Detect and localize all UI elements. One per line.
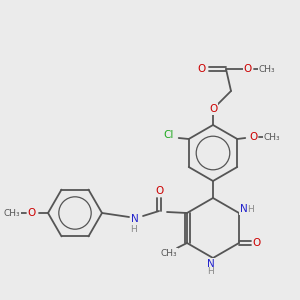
Text: O: O bbox=[198, 64, 206, 74]
Text: CH₃: CH₃ bbox=[4, 208, 20, 217]
Text: CH₃: CH₃ bbox=[161, 248, 177, 257]
Text: CH₃: CH₃ bbox=[259, 64, 275, 74]
Text: O: O bbox=[244, 64, 252, 74]
Text: N: N bbox=[131, 214, 139, 224]
Text: N: N bbox=[207, 259, 215, 269]
Text: O: O bbox=[155, 186, 163, 196]
Text: O: O bbox=[249, 132, 257, 142]
Text: H: H bbox=[248, 206, 254, 214]
Text: CH₃: CH₃ bbox=[264, 133, 280, 142]
Text: O: O bbox=[209, 104, 217, 114]
Text: H: H bbox=[130, 224, 136, 233]
Text: O: O bbox=[253, 238, 261, 248]
Text: H: H bbox=[208, 268, 214, 277]
Text: N: N bbox=[240, 204, 248, 214]
Text: O: O bbox=[28, 208, 36, 218]
Text: Cl: Cl bbox=[164, 130, 174, 140]
